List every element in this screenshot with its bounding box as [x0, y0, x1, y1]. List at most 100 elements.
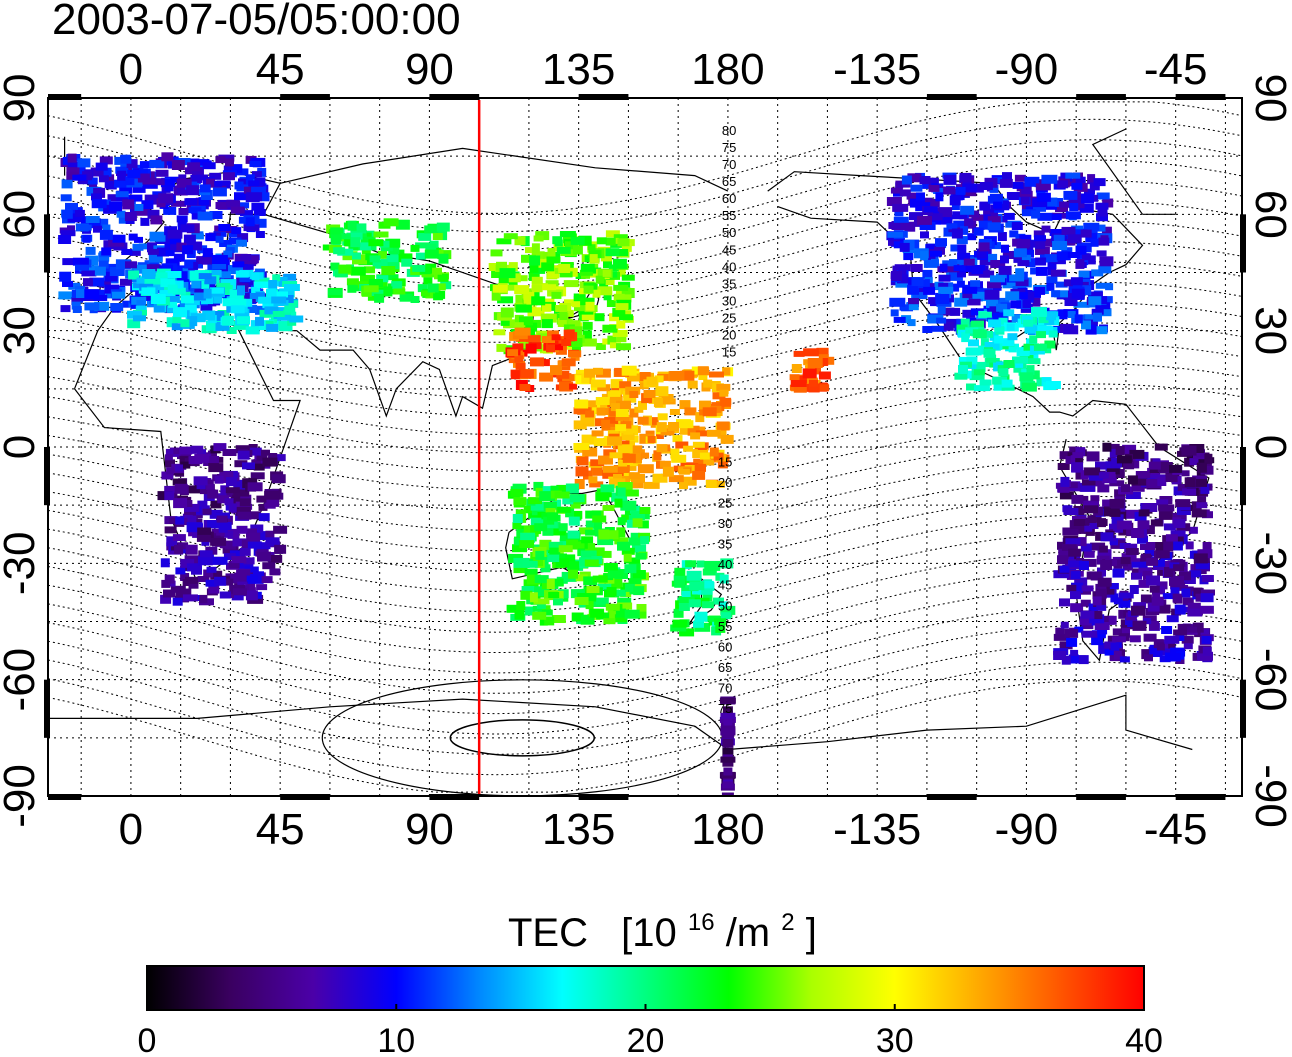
tec-cell-south-china-sea [539, 372, 554, 382]
tec-cell-central-asia [432, 233, 443, 240]
tec-cell-australia [640, 536, 650, 545]
tec-cell-south-china-sea [507, 349, 519, 357]
left-frame-tick [44, 447, 50, 506]
tec-cell-east-asia [602, 324, 618, 333]
tec-cell-africa [269, 568, 281, 576]
tec-cell-europe [132, 185, 146, 193]
tec-cell-southeast-us [1021, 315, 1033, 324]
tec-cell-south-china-sea [569, 383, 578, 390]
tec-cell-western-pacific [623, 394, 637, 403]
tec-cell-north-america [986, 314, 996, 322]
tec-cell-western-pacific [598, 400, 610, 411]
tec-cell-australia [539, 491, 556, 502]
tec-cell-central-asia [360, 236, 376, 243]
tec-cell-south-america [1159, 645, 1176, 656]
tec-cell-europe [178, 208, 189, 215]
tec-cell-hawaii [816, 347, 829, 355]
tec-cell-north-america [1096, 213, 1108, 222]
tec-cell-north-america [1085, 324, 1097, 335]
mlat-contour [48, 179, 1242, 288]
tec-cell-southeast-us [993, 382, 1005, 391]
top-frame-tick [48, 94, 82, 100]
lat-label-right: 60 [1246, 190, 1292, 239]
tec-cell-africa [212, 556, 228, 565]
tec-cell-europe [214, 180, 223, 187]
tec-cell-western-pacific [669, 409, 680, 415]
tec-cell-south-america [1157, 477, 1167, 486]
tec-cell-africa [165, 448, 179, 457]
tec-cell-europe [61, 179, 73, 189]
tec-cell-east-asia [605, 237, 616, 246]
tec-cell-europe [137, 173, 150, 183]
tec-cell-north-america [901, 315, 912, 324]
coastline [777, 206, 1210, 662]
tec-cell-north-america [907, 284, 920, 295]
tec-cell-western-pacific [669, 371, 685, 380]
tec-cell-south-america [1202, 646, 1212, 656]
tec-cell-africa [210, 500, 222, 509]
map-panel: 8075706560555045403530252015152025303540… [44, 94, 1246, 800]
tec-cell-east-asia [613, 293, 625, 301]
tec-cell-north-america [1013, 248, 1027, 258]
tec-cell-east-asia [559, 271, 573, 278]
tec-cell-north-america [943, 174, 957, 185]
tec-cell-central-asia [391, 281, 403, 290]
tec-cell-south-america [1184, 477, 1196, 488]
tec-cell-hawaii [803, 348, 820, 357]
tec-cell-europe [67, 161, 79, 168]
tec-cell-australia [584, 559, 599, 567]
tec-cell-new-zealand [720, 605, 736, 615]
tec-cell-north-america [1064, 298, 1078, 306]
tec-cell-western-pacific [615, 409, 629, 417]
tec-cell-east-asia [617, 268, 626, 277]
tec-cell-north-america [956, 236, 968, 245]
tec-cell-south-china-sea [563, 329, 575, 339]
tec-cell-south-america [1085, 528, 1095, 536]
tec-cell-south-america [1149, 621, 1160, 630]
right-frame-tick [1240, 679, 1246, 738]
tec-cell-western-pacific [615, 414, 630, 421]
tec-cell-southeast-us [1044, 315, 1055, 325]
tec-cell-australia [536, 600, 546, 609]
tec-cell-europe [136, 208, 150, 216]
tec-cell-east-asia [558, 264, 571, 273]
tec-cell-australia [637, 611, 647, 619]
tec-cell-western-pacific [601, 419, 611, 428]
tec-cell-europe [176, 215, 188, 223]
tec-cell-europe [190, 175, 203, 183]
tec-cell-europe [111, 291, 125, 299]
tec-cell-hawaii [791, 364, 802, 373]
tec-cell-central-asia [395, 219, 410, 230]
tec-cell-north-america [972, 291, 986, 299]
tec-cell-western-pacific [684, 407, 697, 416]
tec-cell-africa [222, 449, 237, 456]
tec-cell-south-america [1121, 484, 1130, 493]
tec-cell-western-pacific [589, 405, 601, 414]
tec-cell-australia [603, 618, 616, 625]
tec-cell-east-asia [506, 284, 517, 291]
tec-cell-southeast-us [986, 354, 997, 363]
tec-cell-south-america [1106, 584, 1115, 595]
tec-cell-australia [597, 535, 614, 546]
tec-cell-western-pacific [613, 473, 622, 481]
tec-cell-north-america [1097, 207, 1108, 217]
tec-cell-east-asia [533, 235, 544, 242]
tec-cell-central-asia [385, 238, 401, 248]
tec-cell-central-asia [384, 262, 400, 270]
tec-cell-africa [216, 515, 228, 523]
tec-cell-australia [534, 523, 548, 532]
tec-cell-mediterranean [136, 277, 145, 284]
tec-cell-north-america [889, 297, 906, 307]
tec-cell-east-asia [578, 235, 592, 246]
tec-cell-europe [109, 267, 125, 276]
tec-cell-europe [109, 201, 123, 212]
mlat-contour [48, 680, 1242, 793]
tec-cell-africa [237, 450, 250, 460]
tec-cell-south-china-sea [514, 327, 531, 336]
tec-cell-south-america [1116, 520, 1132, 530]
tec-cell-north-america [925, 243, 937, 252]
tec-cell-north-america [962, 291, 973, 299]
mlat-contour [48, 661, 1242, 776]
tec-cell-south-america [1119, 656, 1130, 663]
